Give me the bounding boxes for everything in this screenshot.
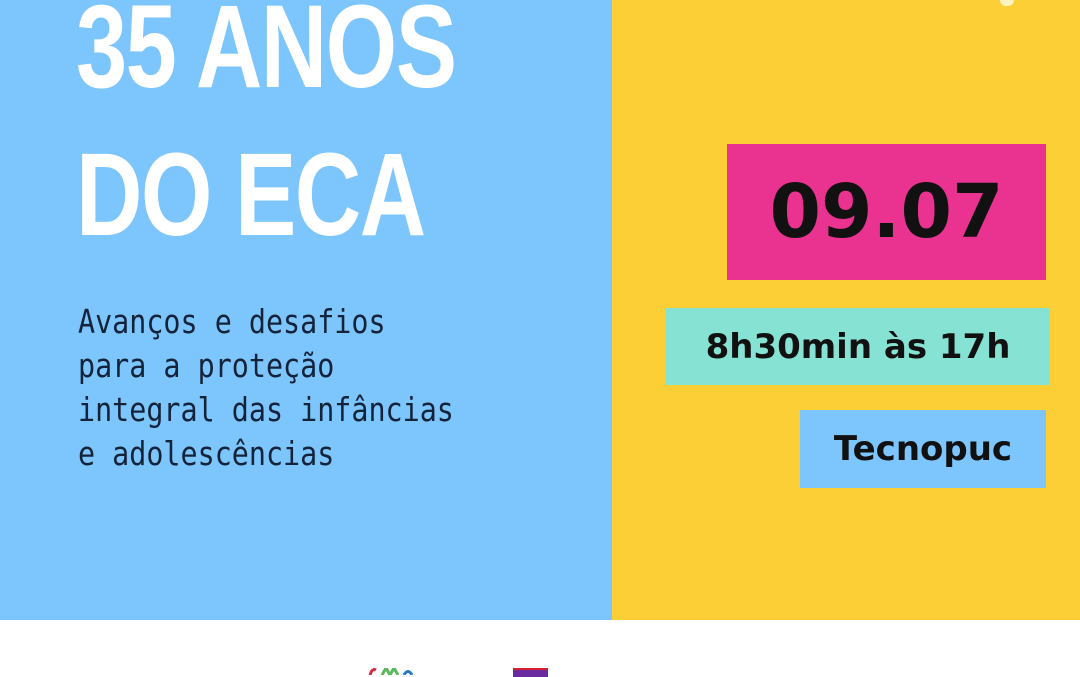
decorative-shape (1000, 0, 1014, 6)
title-line-2: DO ECA (76, 129, 426, 261)
subtitle-line: para a proteção (78, 346, 335, 385)
subtitle: Avanços e desafios para a proteção integ… (78, 300, 454, 476)
left-panel (0, 0, 612, 620)
event-location: Tecnopuc (800, 410, 1046, 488)
partner-logo-2 (513, 668, 548, 677)
event-date: 09.07 (727, 144, 1046, 280)
partner-logo-1 (368, 668, 414, 675)
subtitle-line: integral das infâncias (78, 390, 454, 429)
subtitle-line: e adolescências (78, 434, 335, 473)
subtitle-line: Avanços e desafios (78, 302, 386, 341)
event-time: 8h30min às 17h (666, 308, 1050, 385)
title-line-1: 35 ANOS (76, 0, 457, 113)
